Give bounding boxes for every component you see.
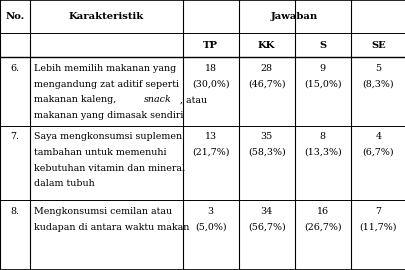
Text: 16: 16 xyxy=(316,207,328,216)
Text: 18: 18 xyxy=(204,64,216,73)
Text: (58,3%): (58,3%) xyxy=(247,148,285,157)
Text: (6,7%): (6,7%) xyxy=(362,148,393,157)
Text: 13: 13 xyxy=(204,132,216,141)
Text: 34: 34 xyxy=(260,207,272,216)
Text: kudapan di antara waktu makan: kudapan di antara waktu makan xyxy=(34,223,189,232)
Text: S: S xyxy=(318,40,326,50)
Text: 9: 9 xyxy=(319,64,325,73)
Text: 7.: 7. xyxy=(11,132,20,141)
Text: (46,7%): (46,7%) xyxy=(247,80,285,89)
Text: (15,0%): (15,0%) xyxy=(303,80,341,89)
Text: 8.: 8. xyxy=(11,207,20,216)
Text: snack: snack xyxy=(143,95,171,104)
Text: 6.: 6. xyxy=(11,64,20,73)
Text: (26,7%): (26,7%) xyxy=(303,223,341,232)
Text: Lebih memilih makanan yang: Lebih memilih makanan yang xyxy=(34,64,175,73)
Text: makanan kaleng,: makanan kaleng, xyxy=(34,95,119,104)
Text: (21,7%): (21,7%) xyxy=(192,148,229,157)
Text: No.: No. xyxy=(6,12,25,21)
Text: , atau: , atau xyxy=(179,95,206,104)
Text: Jawaban: Jawaban xyxy=(270,12,317,21)
Text: 35: 35 xyxy=(260,132,272,141)
Text: SE: SE xyxy=(370,40,385,50)
Text: TP: TP xyxy=(203,40,217,50)
Text: Mengkonsumsi cemilan atau: Mengkonsumsi cemilan atau xyxy=(34,207,171,216)
Text: makanan yang dimasak sendiri: makanan yang dimasak sendiri xyxy=(34,111,183,120)
Text: mengandung zat aditif seperti: mengandung zat aditif seperti xyxy=(34,80,178,89)
Text: Karakteristik: Karakteristik xyxy=(69,12,144,21)
Text: 8: 8 xyxy=(319,132,325,141)
Text: 28: 28 xyxy=(260,64,272,73)
Text: KK: KK xyxy=(257,40,275,50)
Text: tambahan untuk memenuhi: tambahan untuk memenuhi xyxy=(34,148,166,157)
Text: (13,3%): (13,3%) xyxy=(303,148,341,157)
Text: (5,0%): (5,0%) xyxy=(194,223,226,232)
Text: 7: 7 xyxy=(375,207,380,216)
Text: (11,7%): (11,7%) xyxy=(359,223,396,232)
Text: Saya mengkonsumsi suplemen: Saya mengkonsumsi suplemen xyxy=(34,132,181,141)
Text: 4: 4 xyxy=(375,132,380,141)
Text: (30,0%): (30,0%) xyxy=(192,80,229,89)
Text: dalam tubuh: dalam tubuh xyxy=(34,179,94,188)
Text: 5: 5 xyxy=(374,64,381,73)
Text: (8,3%): (8,3%) xyxy=(362,80,393,89)
Text: 3: 3 xyxy=(207,207,213,216)
Text: kebutuhan vitamin dan mineral: kebutuhan vitamin dan mineral xyxy=(34,164,184,173)
Text: (56,7%): (56,7%) xyxy=(247,223,285,232)
